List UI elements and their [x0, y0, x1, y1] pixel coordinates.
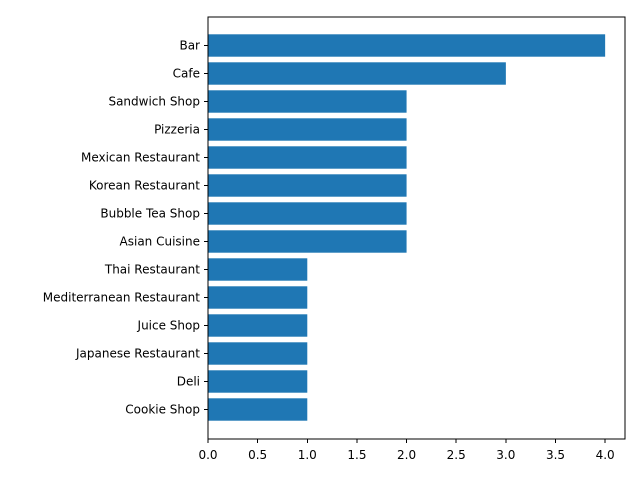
bar-4 — [208, 146, 407, 169]
y-tick-label: Cafe — [173, 67, 200, 81]
bar-12 — [208, 370, 308, 393]
x-axis-ticks: 0.0 0.5 1.0 1.5 2.0 2.5 3.0 3.5 4.0 — [198, 439, 615, 462]
bars-group — [208, 34, 606, 421]
bar-10 — [208, 314, 308, 337]
bar-13 — [208, 398, 308, 421]
x-tick-label: 1.0 — [298, 448, 317, 462]
bar-2 — [208, 90, 407, 113]
y-tick-label: Pizzeria — [154, 123, 200, 137]
bar-9 — [208, 286, 308, 309]
y-axis-ticks: Bar Cafe Sandwich Shop Pizzeria Mexican Rest… — [43, 39, 208, 417]
x-tick-label: 3.0 — [496, 448, 515, 462]
y-tick-label: Mexican Restaurant — [81, 151, 200, 165]
bar-1 — [208, 62, 506, 85]
plot-frame — [207, 16, 626, 440]
y-tick-label: Korean Restaurant — [89, 179, 200, 193]
x-tick-label: 4.0 — [596, 448, 615, 462]
y-tick-label: Bubble Tea Shop — [100, 207, 200, 221]
bar-7 — [208, 230, 407, 253]
y-tick-label: Sandwich Shop — [108, 95, 200, 109]
y-tick-label: Cookie Shop — [125, 403, 200, 417]
y-tick-label: Bar — [179, 39, 200, 53]
y-tick-label: Mediterranean Restaurant — [43, 291, 201, 305]
y-tick-label: Asian Cuisine — [120, 235, 200, 249]
x-tick-label: 3.5 — [546, 448, 565, 462]
y-tick-label: Deli — [177, 375, 200, 389]
bar-0 — [208, 34, 606, 57]
y-tick-label: Japanese Restaurant — [75, 347, 200, 361]
x-tick-label: 0.0 — [198, 448, 217, 462]
x-tick-label: 2.0 — [397, 448, 416, 462]
bar-6 — [208, 202, 407, 225]
x-tick-label: 1.5 — [347, 448, 366, 462]
bar-11 — [208, 342, 308, 365]
bar-3 — [208, 118, 407, 141]
bar-8 — [208, 258, 308, 281]
bar-5 — [208, 174, 407, 197]
y-tick-label: Juice Shop — [137, 319, 200, 333]
x-tick-label: 0.5 — [248, 448, 267, 462]
x-tick-label: 2.5 — [447, 448, 466, 462]
y-tick-label: Thai Restaurant — [104, 263, 200, 277]
